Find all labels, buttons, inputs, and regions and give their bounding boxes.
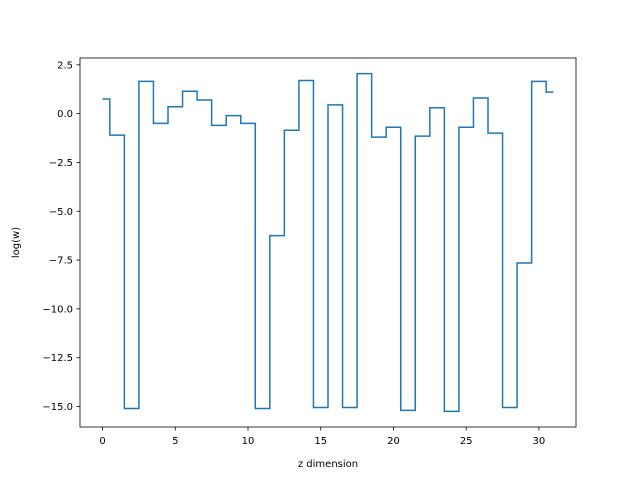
x-tick-label: 20 [387,436,400,447]
x-tick-label: 0 [99,436,105,447]
y-tick-label: −12.5 [42,353,73,364]
axis-ticks: 0 5 10 15 20 25 30 2.5 0.0 −2.5 −5.0 −7.5 −10.0 −12.5… [42,60,545,447]
x-tick-label: 25 [460,436,473,447]
y-tick-label: −7.5 [49,256,73,267]
y-tick-label: −5.0 [49,207,73,218]
y-tick-label: −2.5 [49,158,73,169]
x-axis-label: z dimension [298,459,358,470]
y-axis-label: log(w) [11,227,22,258]
y-tick-label: −15.0 [42,402,73,413]
x-tick-label: 5 [172,436,178,447]
x-tick-label: 15 [314,436,327,447]
x-tick-label: 10 [242,436,255,447]
plot-area [102,72,554,413]
series-line [102,72,554,413]
axes-frame [79,57,577,428]
y-tick-label: 0.0 [57,109,73,120]
y-tick-label: −10.0 [42,304,73,315]
y-tick-label: 2.5 [57,60,73,71]
x-tick-label: 30 [533,436,546,447]
